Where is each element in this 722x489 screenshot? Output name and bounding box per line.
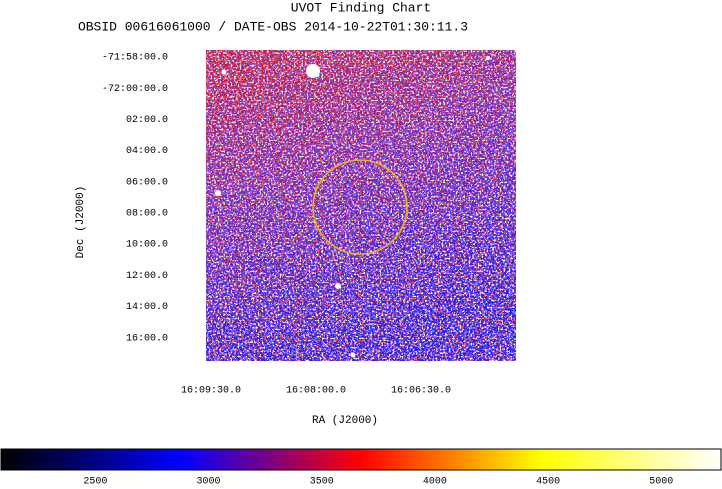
chart-subtitle: OBSID 00616061000 / DATE-OBS 2014-10-22T… [78, 19, 468, 34]
y-axis-label: Dec (J2000) [75, 186, 87, 259]
bright-star [350, 352, 356, 358]
y-tick-label: 12:00.0 [126, 271, 168, 282]
bright-star [215, 190, 221, 196]
y-tick-label: 16:00.0 [126, 333, 168, 344]
colorbar-tick-label: 3500 [310, 477, 334, 488]
x-tick-label: 16:09:30.0 [181, 386, 241, 397]
bright-star [221, 69, 227, 75]
chart-title: UVOT Finding Chart [291, 0, 431, 15]
bright-star [335, 283, 341, 289]
source-region [312, 159, 408, 255]
colorbar-tick-label: 4000 [423, 477, 447, 488]
colorbar-tick-label: 4500 [536, 477, 560, 488]
y-tick-label: 08:00.0 [126, 209, 168, 220]
colorbar [0, 448, 722, 471]
y-tick-label: 02:00.0 [126, 115, 168, 126]
image-noise [206, 50, 516, 361]
bright-star [486, 56, 490, 60]
y-tick-label: 06:00.0 [126, 177, 168, 188]
x-tick-label: 16:08:00.0 [286, 386, 346, 397]
colorbar-tick-label: 5000 [649, 477, 673, 488]
y-tick-label: -71:58:00.0 [102, 53, 168, 64]
bright-star [306, 64, 320, 78]
y-tick-label: 04:00.0 [126, 146, 168, 157]
y-tick-label: 10:00.0 [126, 240, 168, 251]
sky-image [206, 50, 516, 361]
colorbar-tick-label: 3000 [197, 477, 221, 488]
y-tick-label: -72:00:00.0 [102, 84, 168, 95]
x-tick-label: 16:06:30.0 [391, 386, 451, 397]
y-tick-label: 14:00.0 [126, 302, 168, 313]
colorbar-tick-label: 2500 [83, 477, 107, 488]
x-axis-label: RA (J2000) [312, 415, 378, 427]
